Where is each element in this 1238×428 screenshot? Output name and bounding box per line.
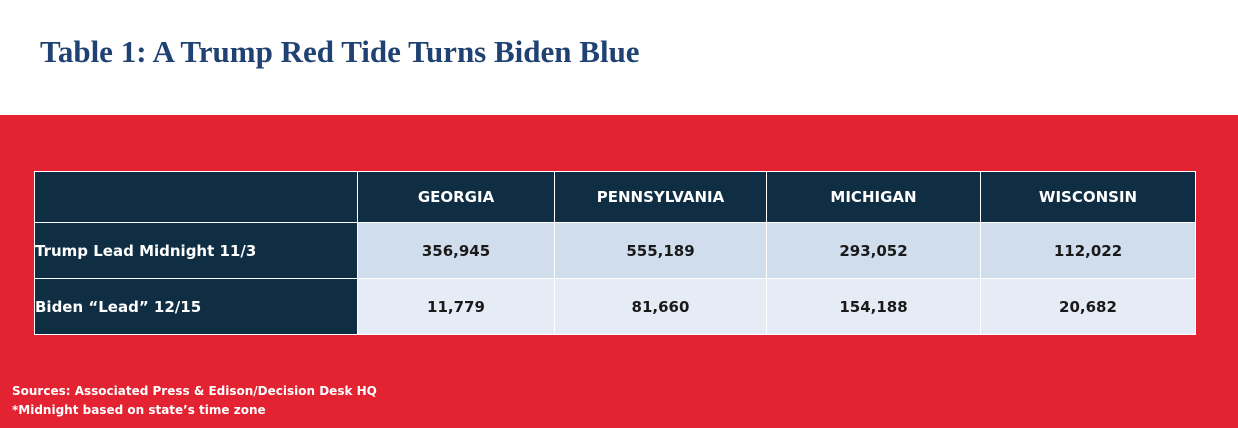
timezone-footnote: *Midnight based on state’s time zone [12,403,266,417]
cell-biden-georgia: 11,779 [357,278,555,335]
table-title: Table 1: A Trump Red Tide Turns Biden Bl… [40,34,640,69]
cell-trump-wisconsin: 112,022 [980,222,1196,279]
results-table: GEORGIA PENNSYLVANIA MICHIGAN WISCONSIN … [34,171,1196,335]
table-header-row: GEORGIA PENNSYLVANIA MICHIGAN WISCONSIN [34,171,1196,223]
column-header-michigan: MICHIGAN [766,171,981,223]
cell-trump-michigan: 293,052 [766,222,981,279]
cell-biden-pennsylvania: 81,660 [554,278,767,335]
column-header-wisconsin: WISCONSIN [980,171,1196,223]
column-header-georgia: GEORGIA [357,171,555,223]
cell-biden-wisconsin: 20,682 [980,278,1196,335]
row-label-biden-lead: Biden “Lead” 12/15 [34,278,358,335]
row-label-trump-lead: Trump Lead Midnight 11/3 [34,222,358,279]
cell-trump-georgia: 356,945 [357,222,555,279]
cell-biden-michigan: 154,188 [766,278,981,335]
cell-trump-pennsylvania: 555,189 [554,222,767,279]
table-row-trump-lead: Trump Lead Midnight 11/3 356,945 555,189… [34,222,1196,279]
sources-footnote: Sources: Associated Press & Edison/Decis… [12,384,377,398]
column-header-pennsylvania: PENNSYLVANIA [554,171,767,223]
header-corner-cell [34,171,358,223]
table-row-biden-lead: Biden “Lead” 12/15 11,779 81,660 154,188… [34,278,1196,335]
